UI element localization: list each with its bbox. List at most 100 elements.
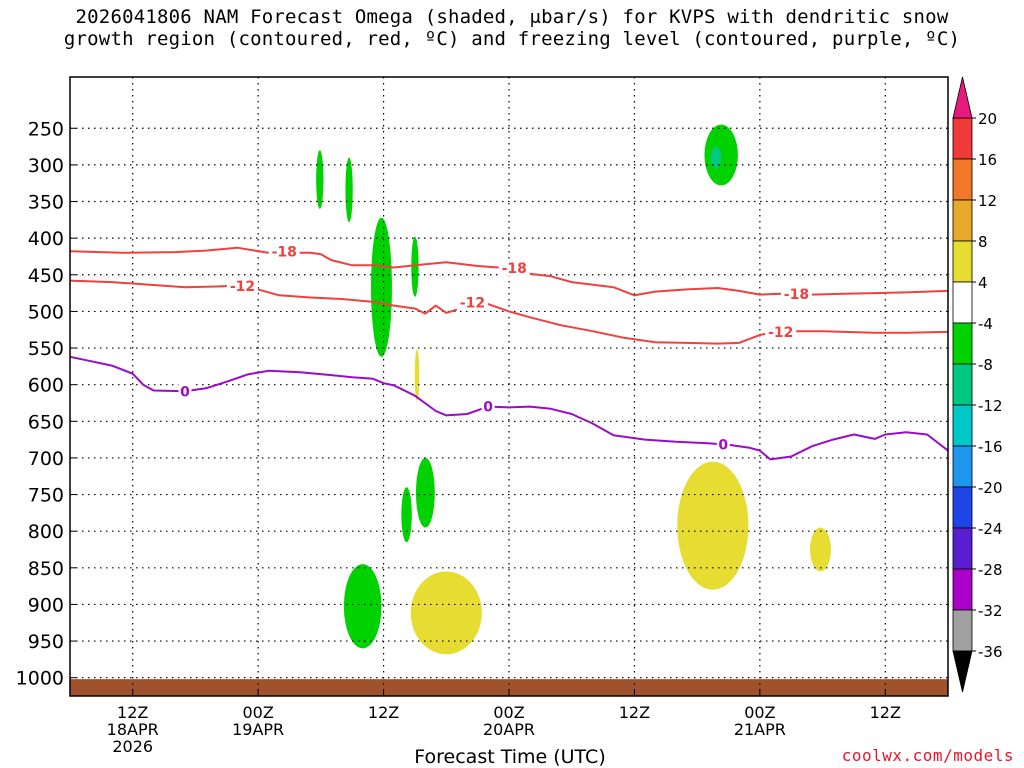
contour-label-bg-dgz-minus12-0 — [226, 277, 258, 294]
colorbar-band-4-8 — [952, 240, 973, 283]
contour-label-bg-dgz-minus12-1 — [456, 294, 488, 311]
colorbar-label--16: -16 — [978, 438, 1003, 456]
colorbar-label--24: -24 — [978, 520, 1003, 538]
colorbar-label--28: -28 — [978, 561, 1003, 579]
omega-region-yellow-560-620 — [414, 349, 420, 401]
colorbar-label-12: 12 — [978, 192, 997, 210]
contour-label-bg-dgz-minus18-2 — [780, 285, 812, 302]
x-tick-label-6-2: 2026 — [112, 737, 153, 756]
contour-label-freezing-0-0: 0 — [180, 384, 190, 400]
chart-title: 2026041806 NAM Forecast Omega (shaded, μ… — [0, 6, 1024, 50]
y-tick-label-800: 800 — [28, 521, 64, 543]
ground-strip — [70, 679, 948, 696]
chart-title-line-1: 2026041806 NAM Forecast Omega (shaded, μ… — [75, 6, 949, 28]
omega-region-green-700-800-b — [415, 457, 435, 528]
ground-layer — [70, 679, 948, 696]
contour-label-freezing-0-1: 0 — [483, 400, 493, 416]
x-axis-title: Forecast Time (UTC) — [414, 746, 606, 768]
colorbar-label--12: -12 — [978, 397, 1003, 415]
omega-region-teal-290 — [710, 146, 722, 169]
contour-label-dgz-minus18-0: -18 — [272, 244, 297, 260]
colorbar-label--36: -36 — [978, 643, 1003, 661]
colorbar-band-8-12 — [952, 199, 973, 242]
colorbar-label--32: -32 — [978, 602, 1003, 620]
omega-region-yellow-710-880 — [677, 461, 749, 590]
y-tick-label-400: 400 — [28, 228, 64, 250]
y-tick-label-300: 300 — [28, 155, 64, 177]
x-tick-label-18-0: 00Z — [242, 703, 273, 722]
y-tick-label-650: 650 — [28, 411, 64, 433]
colorbar-band--28--24 — [952, 527, 973, 570]
x-tick-label-18-1: 19APR — [232, 720, 284, 739]
contour-label-bg-dgz-minus18-1 — [498, 260, 530, 277]
omega-region-yellow-850-960 — [410, 571, 482, 655]
colorbar-band-12-16 — [952, 158, 973, 201]
x-tick-label-42-1: 20APR — [483, 720, 535, 739]
colorbar-label-20: 20 — [978, 110, 997, 128]
colorbar-band--16--12 — [952, 404, 973, 447]
y-tick-label-350: 350 — [28, 192, 64, 214]
contour-label-dgz-minus12-0: -12 — [230, 279, 255, 295]
colorbar-label--8: -8 — [978, 356, 993, 374]
contour-label-dgz-minus12-2: -12 — [768, 325, 793, 341]
contour-freezing-0 — [69, 355, 949, 461]
x-tick-label-54-0: 12Z — [619, 703, 650, 722]
y-tick-label-700: 700 — [28, 448, 64, 470]
colorbar-label-8: 8 — [978, 233, 988, 251]
omega-region-green-700-800-a — [401, 487, 412, 543]
x-tick-label-42-0: 00Z — [493, 703, 524, 722]
y-tick-label-600: 600 — [28, 375, 64, 397]
colorbar-top-arrow — [952, 76, 973, 119]
contour-label-bg-freezing-0-2 — [716, 436, 730, 453]
contour-label-dgz-minus18-1: -18 — [502, 261, 527, 277]
plot-frame — [69, 76, 949, 697]
contour-dgz-minus12 — [69, 279, 949, 345]
x-tick-label-66-0: 00Z — [744, 703, 775, 722]
x-tick-label-6-0: 12Z — [117, 703, 148, 722]
colorbar-band--36--32 — [952, 609, 973, 652]
x-tick-label-6-1: 18APR — [107, 720, 159, 739]
gridlines — [70, 77, 948, 696]
colorbar-bottom-arrow — [952, 650, 973, 693]
omega-region-yellow-800-850 — [810, 527, 831, 572]
y-tick-label-950: 950 — [28, 631, 64, 653]
omega-region-green-400-550 — [371, 217, 392, 357]
y-tick-label-750: 750 — [28, 485, 64, 507]
contour-label-bg-dgz-minus18-0 — [268, 243, 300, 260]
contour-label-dgz-minus18-2: -18 — [784, 287, 809, 303]
colorbar-label-16: 16 — [978, 151, 997, 169]
contour-label-bg-dgz-minus12-2 — [765, 323, 797, 340]
y-tick-label-1000: 1000 — [16, 668, 64, 690]
colorbar-label--20: -20 — [978, 479, 1003, 497]
site-credit: coolwx.com/models — [841, 746, 1014, 765]
colorbar-band--24--20 — [952, 486, 973, 529]
colorbar-band-16-20 — [952, 117, 973, 160]
contour-label-dgz-minus12-1: -12 — [460, 296, 485, 312]
colorbar-label--4: -4 — [978, 315, 993, 333]
omega-region-green-850-950 — [343, 564, 382, 649]
y-tick-label-250: 250 — [28, 118, 64, 140]
omega-shading-layer — [316, 124, 831, 655]
colorbar-band--12--8 — [952, 363, 973, 406]
x-tick-label-78-0: 12Z — [870, 703, 901, 722]
y-tick-label-450: 450 — [28, 265, 64, 287]
contour-label-bg-freezing-0-1 — [481, 398, 495, 415]
colorbar: 20 16 12 8 4 -4 -8 -12 -16 -20 -24 -28 -32 -36 — [952, 76, 1003, 693]
y-tick-label-500: 500 — [28, 301, 64, 323]
omega-region-green-420-480 — [411, 236, 419, 297]
contour-label-bg-freezing-0-0 — [178, 383, 192, 400]
y-tick-label-550: 550 — [28, 338, 64, 360]
chart-title-line-2: growth region (contoured, red, ºC) and f… — [63, 28, 961, 50]
colorbar-band--20--16 — [952, 445, 973, 488]
colorbar-band--4-4 — [952, 281, 973, 324]
x-tick-label-30-0: 12Z — [368, 703, 399, 722]
contour-layer: -18 -18 -18 -12 -12 -12 0 0 0 — [69, 243, 949, 461]
axes: 250 300 350 400 450 500 550 600 650 700 750 800 850 9… — [16, 76, 949, 756]
colorbar-band--8--4 — [952, 322, 973, 365]
x-tick-label-66-1: 21APR — [734, 720, 786, 739]
omega-region-green-250-330 — [704, 124, 738, 186]
colorbar-label-4: 4 — [978, 274, 988, 292]
contour-label-freezing-0-2: 0 — [718, 438, 728, 454]
colorbar-band--32--28 — [952, 568, 973, 611]
